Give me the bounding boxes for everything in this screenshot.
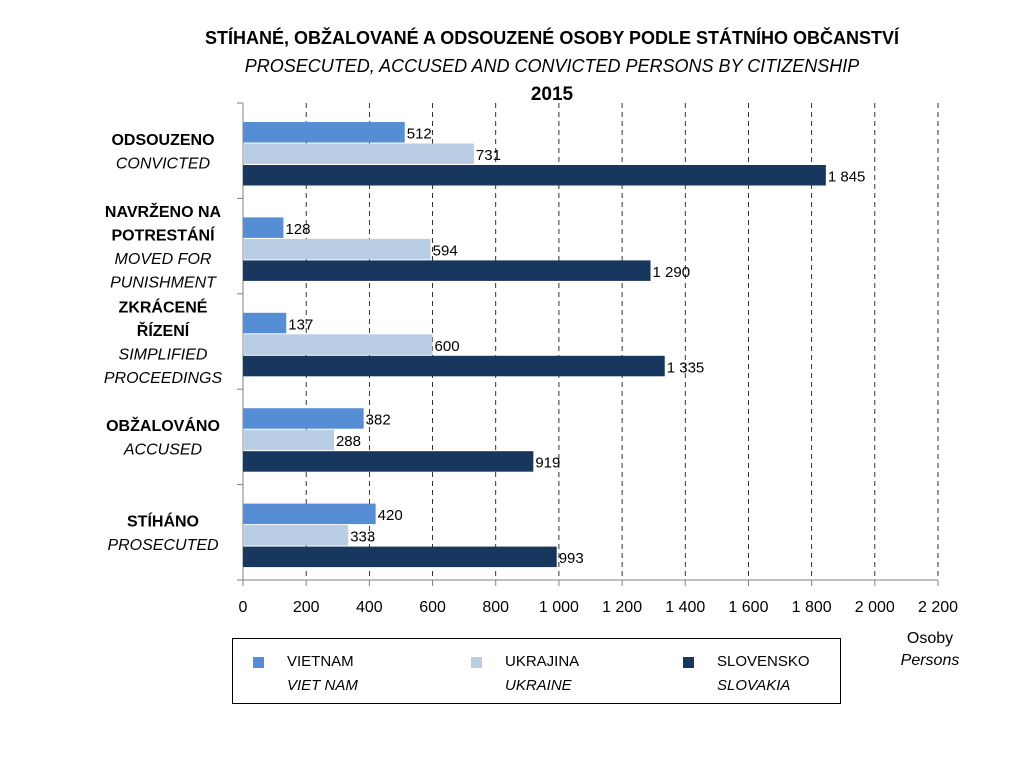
bar-chart: 0 200 400 600 800 1 000 1 200 1 400 1 600 1 800 2 … — [104, 102, 958, 616]
category-label-0-1: CONVICTED — [116, 155, 211, 172]
category-label-1-2: MOVED FOR — [115, 251, 212, 268]
legend-label-ukrajina: UKRAJINA — [505, 653, 580, 670]
chart-year: 2015 — [530, 84, 574, 105]
category-label-1-3: PUNISHMENT — [110, 274, 217, 291]
bar-slovensko-1 — [243, 260, 651, 281]
data-label-ukrajina-4: 333 — [350, 529, 375, 546]
category-label-2-0: ZKRÁCENÉ — [119, 297, 208, 316]
x-tick-label-1200: 1 200 — [602, 599, 642, 616]
legend-label-slovensko: SLOVENSKO — [717, 653, 810, 670]
data-label-vietnam-0: 512 — [407, 126, 432, 143]
bar-vietnam-4 — [243, 503, 376, 525]
data-label-vietnam-3: 382 — [366, 412, 391, 429]
category-label-1-1: POTRESTÁNÍ — [111, 225, 215, 244]
data-label-ukrajina-0: 731 — [476, 147, 501, 164]
x-tick-label-1000: 1 000 — [539, 599, 579, 616]
chart-title: STÍHANÉ, OBŽALOVANÉ A ODSOUZENÉ OSOBY PO… — [204, 28, 900, 48]
bar-ukrajina-3 — [243, 429, 334, 451]
axis-unit: Osoby Persons — [880, 630, 980, 670]
x-tick-label-200: 200 — [293, 599, 320, 616]
legend-label-slovensko-en: SLOVAKIA — [717, 677, 791, 694]
x-tick-label-1400: 1 400 — [665, 599, 705, 616]
bar-slovensko-3 — [243, 451, 534, 472]
x-tick-label-800: 800 — [482, 599, 509, 616]
data-label-vietnam-4: 420 — [378, 507, 403, 524]
legend-swatch-ukrajina — [471, 657, 482, 668]
data-label-vietnam-1: 128 — [285, 221, 310, 238]
x-tick-label-600: 600 — [419, 599, 446, 616]
chart-subtitle: PROSECUTED, ACCUSED AND CONVICTED PERSON… — [244, 56, 860, 76]
x-tick-label-1600: 1 600 — [728, 599, 768, 616]
bar-ukrajina-1 — [243, 238, 431, 260]
data-label-slovensko-4: 993 — [559, 550, 584, 567]
bar-vietnam-1 — [243, 217, 284, 238]
x-tick-label-1800: 1 800 — [792, 599, 832, 616]
bar-vietnam-2 — [243, 312, 287, 334]
bar-slovensko-4 — [243, 546, 557, 568]
bar-ukrajina-0 — [243, 143, 474, 164]
category-label-1-0: NAVRŽENO NA — [105, 202, 222, 221]
legend-label-ukrajina-en: UKRAINE — [505, 677, 572, 694]
category-label-0-0: ODSOUZENO — [111, 132, 214, 149]
axis-unit-en: Persons — [900, 652, 960, 669]
legend: VIETNAM VIET NAM UKRAJINA UKRAINE SLOVEN… — [232, 638, 841, 704]
data-label-ukrajina-2: 600 — [435, 338, 460, 355]
bar-slovensko-0 — [243, 165, 826, 186]
data-label-vietnam-2: 137 — [288, 316, 313, 333]
category-label-2-1: ŘÍZENÍ — [137, 321, 190, 340]
x-tick-label-2000: 2 000 — [855, 599, 895, 616]
category-label-3-1: ACCUSED — [123, 442, 203, 459]
bar-ukrajina-2 — [243, 334, 433, 355]
legend-label-vietnam-en: VIET NAM — [287, 677, 358, 694]
category-label-2-2: SIMPLIFIED — [119, 346, 208, 363]
bar-vietnam-3 — [243, 408, 364, 429]
axis-unit-cz: Osoby — [906, 630, 954, 647]
category-label-4-1: PROSECUTED — [107, 537, 219, 554]
category-label-2-3: PROCEEDINGS — [104, 370, 223, 387]
category-label-4-0: STÍHÁNO — [127, 512, 199, 531]
data-label-slovensko-1: 1 290 — [653, 264, 691, 281]
legend-swatch-slovensko — [683, 657, 694, 668]
bar-slovensko-2 — [243, 355, 665, 377]
bar-ukrajina-4 — [243, 525, 349, 546]
data-label-ukrajina-1: 594 — [433, 242, 458, 259]
data-label-slovensko-3: 919 — [535, 455, 560, 472]
x-tick-label-2200: 2 200 — [918, 599, 958, 616]
data-label-ukrajina-3: 288 — [336, 433, 361, 450]
x-tick-label-0: 0 — [239, 599, 248, 616]
legend-swatch-vietnam — [253, 657, 264, 668]
category-label-3-0: OBŽALOVÁNO — [106, 416, 220, 435]
data-label-slovensko-2: 1 335 — [667, 359, 705, 376]
x-tick-label-400: 400 — [356, 599, 383, 616]
data-label-slovensko-0: 1 845 — [828, 169, 866, 186]
bar-vietnam-0 — [243, 122, 405, 143]
legend-label-vietnam: VIETNAM — [287, 653, 354, 670]
